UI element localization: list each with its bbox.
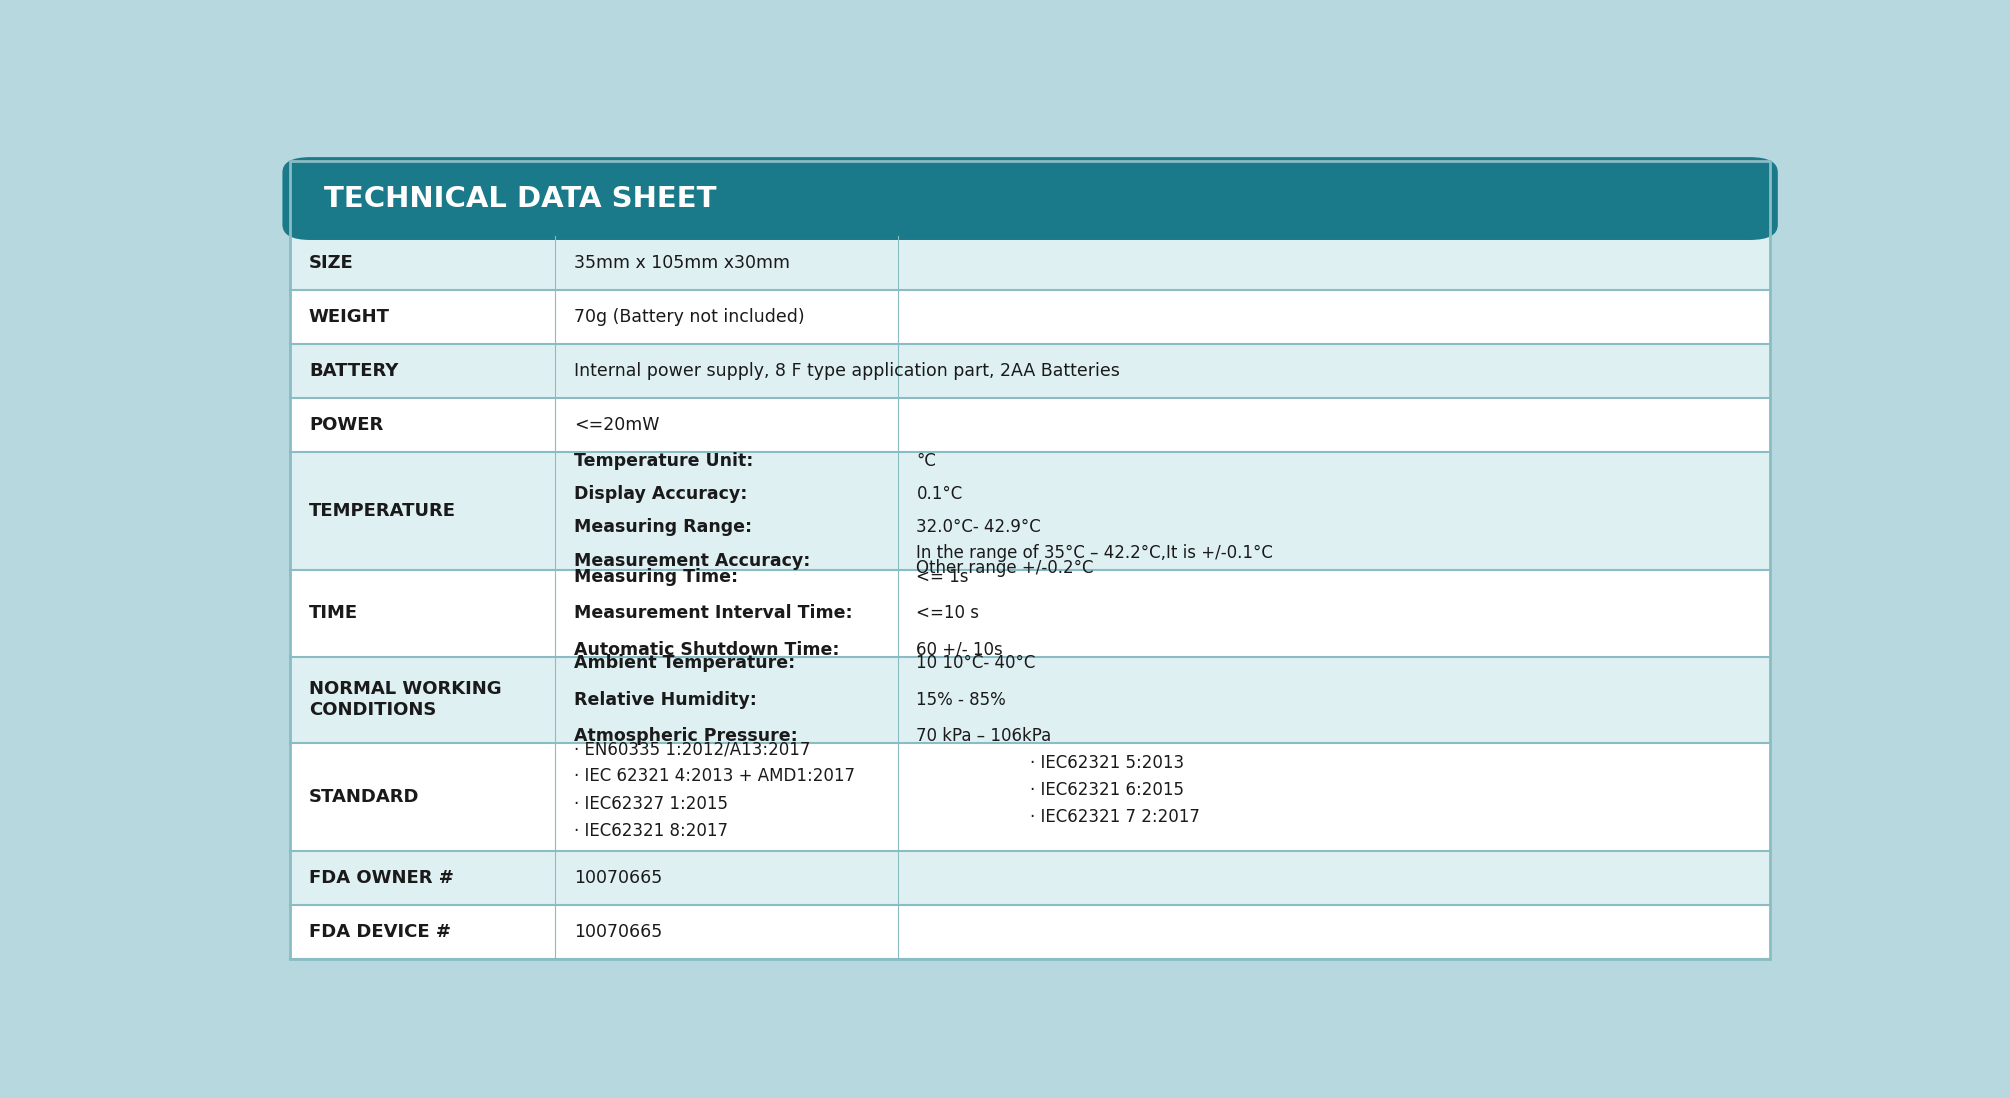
Text: Measurement Interval Time:: Measurement Interval Time:: [573, 604, 852, 623]
Text: WEIGHT: WEIGHT: [310, 307, 390, 326]
Text: TIME: TIME: [310, 604, 358, 623]
Text: · IEC62321 5:2013
· IEC62321 6:2015
· IEC62321 7 2:2017: · IEC62321 5:2013 · IEC62321 6:2015 · IE…: [1031, 754, 1200, 826]
Text: 35mm x 105mm x30mm: 35mm x 105mm x30mm: [573, 254, 790, 271]
Bar: [289, 451, 1771, 570]
Bar: [289, 657, 1771, 743]
Text: TECHNICAL DATA SHEET: TECHNICAL DATA SHEET: [324, 184, 718, 213]
Text: Ambient Temperature:: Ambient Temperature:: [573, 654, 794, 672]
Text: NORMAL WORKING
CONDITIONS: NORMAL WORKING CONDITIONS: [310, 681, 502, 719]
Text: Display Accuracy:: Display Accuracy:: [573, 485, 748, 503]
Text: Measuring Time:: Measuring Time:: [573, 568, 738, 586]
Bar: [289, 397, 1771, 451]
Bar: [289, 290, 1771, 344]
Text: POWER: POWER: [310, 415, 384, 434]
Text: FDA OWNER #: FDA OWNER #: [310, 869, 454, 887]
Bar: [289, 743, 1771, 851]
Bar: [289, 851, 1771, 905]
Text: Temperature Unit:: Temperature Unit:: [573, 452, 754, 470]
Text: Measurement Accuracy:: Measurement Accuracy:: [573, 551, 810, 570]
Text: 70g (Battery not included): 70g (Battery not included): [573, 307, 804, 326]
Bar: [289, 344, 1771, 397]
Text: SIZE: SIZE: [310, 254, 354, 271]
Text: <= 1s: <= 1s: [917, 568, 969, 586]
Text: 10070665: 10070665: [573, 869, 661, 887]
Text: Internal power supply, 8 F type application part, 2AA Batteries: Internal power supply, 8 F type applicat…: [573, 361, 1120, 380]
Text: Automatic Shutdown Time:: Automatic Shutdown Time:: [573, 640, 840, 659]
Text: Measuring Range:: Measuring Range:: [573, 518, 752, 537]
Text: <=10 s: <=10 s: [917, 604, 979, 623]
Bar: [289, 570, 1771, 657]
Text: 15% - 85%: 15% - 85%: [917, 691, 1007, 708]
Text: TEMPERATURE: TEMPERATURE: [310, 502, 456, 519]
Text: 60 +/- 10s: 60 +/- 10s: [917, 640, 1003, 659]
Text: · EN60335 1:2012/A13:2017
· IEC 62321 4:2013 + AMD1:2017
· IEC62327 1:2015
· IEC: · EN60335 1:2012/A13:2017 · IEC 62321 4:…: [573, 740, 854, 840]
Text: 70 kPa – 106kPa: 70 kPa – 106kPa: [917, 727, 1051, 744]
Bar: [289, 236, 1771, 290]
FancyBboxPatch shape: [281, 157, 1779, 240]
Text: In the range of 35°C – 42.2°C,It is +/-0.1°C: In the range of 35°C – 42.2°C,It is +/-0…: [917, 545, 1272, 562]
Text: FDA DEVICE #: FDA DEVICE #: [310, 922, 450, 941]
Text: Relative Humidity:: Relative Humidity:: [573, 691, 756, 708]
Text: Atmospheric Pressure:: Atmospheric Pressure:: [573, 727, 798, 744]
Text: Other range +/-0.2°C: Other range +/-0.2°C: [917, 559, 1093, 578]
Text: 10070665: 10070665: [573, 922, 661, 941]
Text: BATTERY: BATTERY: [310, 361, 398, 380]
Text: 10 10°C- 40°C: 10 10°C- 40°C: [917, 654, 1035, 672]
Text: °C: °C: [917, 452, 937, 470]
Text: STANDARD: STANDARD: [310, 787, 420, 806]
Text: <=20mW: <=20mW: [573, 415, 659, 434]
Bar: [289, 905, 1771, 959]
Text: 0.1°C: 0.1°C: [917, 485, 963, 503]
Text: 32.0°C- 42.9°C: 32.0°C- 42.9°C: [917, 518, 1041, 537]
